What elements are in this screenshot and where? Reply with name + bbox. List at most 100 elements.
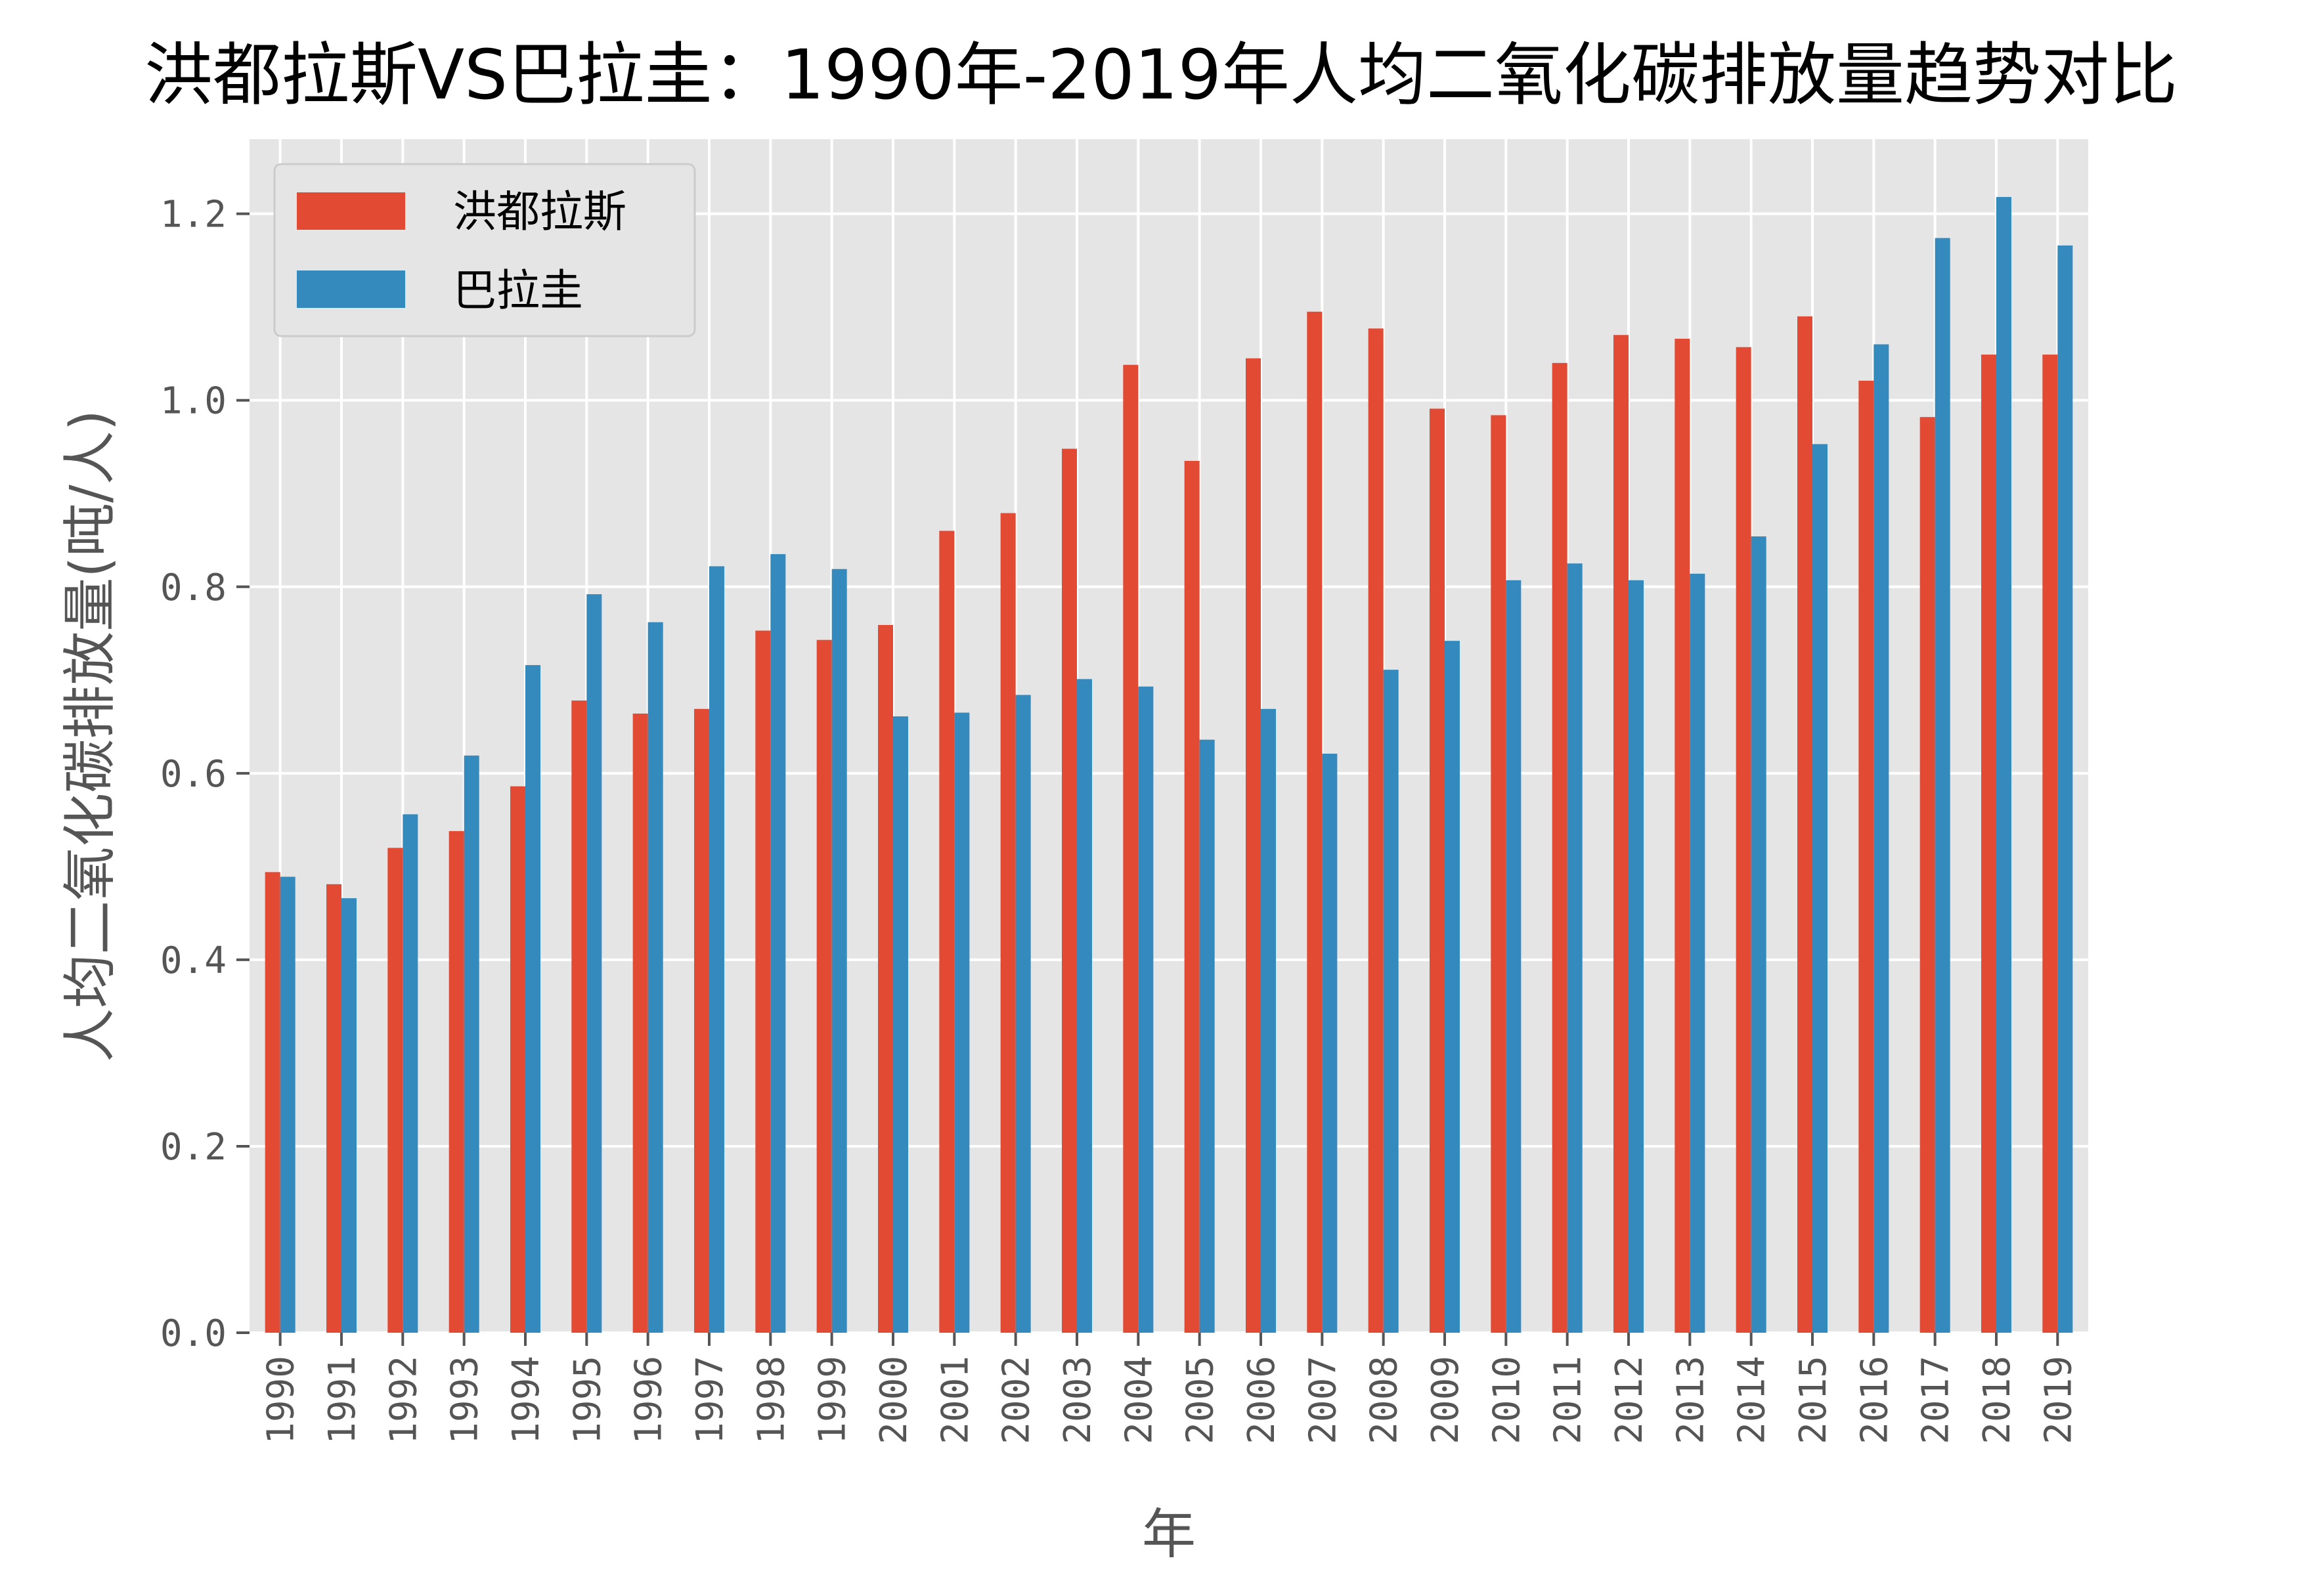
- bar-honduras-1999: [816, 639, 832, 1333]
- bar-paraguay-1994: [525, 665, 540, 1333]
- bar-paraguay-2010: [1506, 580, 1522, 1333]
- bar-paraguay-2018: [1996, 197, 2011, 1333]
- bar-paraguay-1999: [831, 569, 847, 1333]
- x-tick-label: 2001: [934, 1356, 976, 1444]
- y-tick-label: 0.8: [160, 567, 227, 609]
- bar-honduras-2007: [1307, 311, 1323, 1333]
- legend-label-honduras: 洪都拉斯: [453, 186, 626, 237]
- bar-paraguay-1998: [770, 554, 786, 1333]
- y-tick-label: 0.2: [160, 1126, 227, 1169]
- x-tick-label: 1997: [689, 1356, 732, 1444]
- x-tick-label: 1999: [812, 1356, 854, 1444]
- bar-honduras-1992: [387, 848, 403, 1333]
- y-tick-label: 0.6: [160, 753, 227, 796]
- bar-honduras-2000: [878, 624, 893, 1333]
- x-tick-label: 2011: [1547, 1356, 1590, 1444]
- x-tick-label: 2008: [1363, 1356, 1406, 1444]
- bar-honduras-2004: [1123, 364, 1139, 1333]
- bar-paraguay-2003: [1077, 679, 1092, 1333]
- bar-honduras-2009: [1430, 408, 1445, 1333]
- bar-paraguay-2011: [1567, 563, 1583, 1333]
- bar-paraguay-1990: [280, 876, 296, 1333]
- x-tick-label: 2015: [1792, 1356, 1835, 1444]
- x-tick-label: 2018: [1976, 1356, 2019, 1444]
- y-tick-label: 0.4: [160, 939, 227, 982]
- bar-paraguay-2005: [1199, 739, 1215, 1333]
- x-tick-label: 2019: [2037, 1356, 2080, 1444]
- plot-area: [250, 139, 2088, 1333]
- bar-paraguay-1991: [341, 898, 357, 1333]
- bar-honduras-2003: [1062, 448, 1077, 1333]
- bar-honduras-1996: [632, 713, 648, 1333]
- bar-paraguay-2016: [1873, 344, 1889, 1333]
- x-tick-label: 2004: [1118, 1356, 1160, 1444]
- bar-paraguay-2000: [893, 716, 908, 1333]
- bar-honduras-2011: [1552, 362, 1567, 1333]
- x-tick-label: 2006: [1240, 1356, 1283, 1444]
- y-tick-label: 1.2: [160, 194, 227, 236]
- bar-honduras-2001: [939, 530, 955, 1333]
- x-tick-label: 1990: [260, 1356, 303, 1444]
- y-axis-label: 人均二氧化碳排放量(吨/人): [59, 410, 121, 1062]
- bar-paraguay-1993: [464, 755, 479, 1333]
- x-tick-label: 2017: [1915, 1356, 1958, 1444]
- bar-honduras-1995: [571, 701, 587, 1333]
- bar-honduras-2017: [1919, 417, 1935, 1333]
- bar-honduras-2015: [1797, 316, 1812, 1333]
- bar-honduras-2010: [1491, 415, 1506, 1333]
- bars: [265, 197, 2073, 1333]
- bar-honduras-1997: [694, 708, 709, 1333]
- legend-swatch-honduras: [297, 192, 405, 230]
- legend-swatch-paraguay: [297, 270, 405, 308]
- bar-honduras-2002: [1000, 513, 1016, 1333]
- x-tick-label: 2010: [1485, 1356, 1528, 1444]
- bar-paraguay-1992: [403, 814, 418, 1333]
- x-tick-label: 2009: [1424, 1356, 1467, 1444]
- bar-honduras-2014: [1736, 347, 1751, 1333]
- bar-honduras-2012: [1613, 335, 1629, 1333]
- bar-paraguay-2013: [1690, 573, 1705, 1333]
- bar-honduras-1994: [510, 786, 525, 1333]
- bar-paraguay-2014: [1751, 536, 1766, 1333]
- bar-paraguay-2006: [1261, 708, 1276, 1333]
- x-tick-label: 2013: [1669, 1356, 1712, 1444]
- bar-paraguay-2002: [1015, 695, 1031, 1333]
- x-tick-label: 2003: [1057, 1356, 1099, 1444]
- x-tick-label: 1992: [382, 1356, 425, 1444]
- bar-paraguay-2019: [2057, 245, 2073, 1333]
- bar-paraguay-2015: [1812, 444, 1828, 1333]
- bar-honduras-2019: [2042, 355, 2058, 1333]
- bar-paraguay-2004: [1138, 686, 1154, 1333]
- bar-honduras-1993: [449, 830, 464, 1333]
- legend: 洪都拉斯 巴拉圭: [273, 163, 696, 337]
- y-axis-ticks: 0.0 0.2 0.4 0.6 0.8 1.0 1.2: [160, 194, 250, 1355]
- y-tick-label: 1.0: [160, 380, 227, 423]
- bar-honduras-1990: [265, 872, 280, 1333]
- bar-honduras-2006: [1246, 358, 1261, 1333]
- x-axis-ticks: 1990 1991 1992 1993 1994 1995 1996 1997 1998 1999…: [260, 1333, 2080, 1444]
- bar-honduras-2013: [1675, 338, 1690, 1333]
- x-tick-label: 2005: [1179, 1356, 1222, 1444]
- x-axis-label: 年: [1142, 1503, 1196, 1566]
- chart-title: 洪都拉斯VS巴拉圭：1990年-2019年人均二氧化碳排放量趋势对比: [144, 35, 2178, 115]
- bar-honduras-2005: [1184, 461, 1200, 1333]
- y-tick-label: 0.0: [160, 1312, 227, 1355]
- bar-honduras-2016: [1858, 380, 1874, 1333]
- x-tick-label: 2012: [1608, 1356, 1651, 1444]
- bar-paraguay-2017: [1935, 238, 1950, 1333]
- bar-honduras-1998: [755, 630, 771, 1333]
- bar-paraguay-2009: [1445, 641, 1460, 1333]
- x-tick-label: 2002: [996, 1356, 1038, 1444]
- bar-paraguay-2012: [1629, 580, 1644, 1333]
- bar-paraguay-2001: [954, 712, 970, 1333]
- x-tick-label: 1998: [750, 1356, 793, 1444]
- x-tick-label: 1996: [628, 1356, 670, 1444]
- legend-label-paraguay: 巴拉圭: [453, 265, 583, 316]
- x-tick-label: 2016: [1853, 1356, 1896, 1444]
- bar-honduras-1991: [326, 884, 341, 1333]
- x-tick-label: 2014: [1731, 1356, 1774, 1444]
- x-tick-label: 1995: [566, 1356, 609, 1444]
- x-tick-label: 2007: [1302, 1356, 1344, 1444]
- bar-paraguay-1996: [647, 622, 663, 1333]
